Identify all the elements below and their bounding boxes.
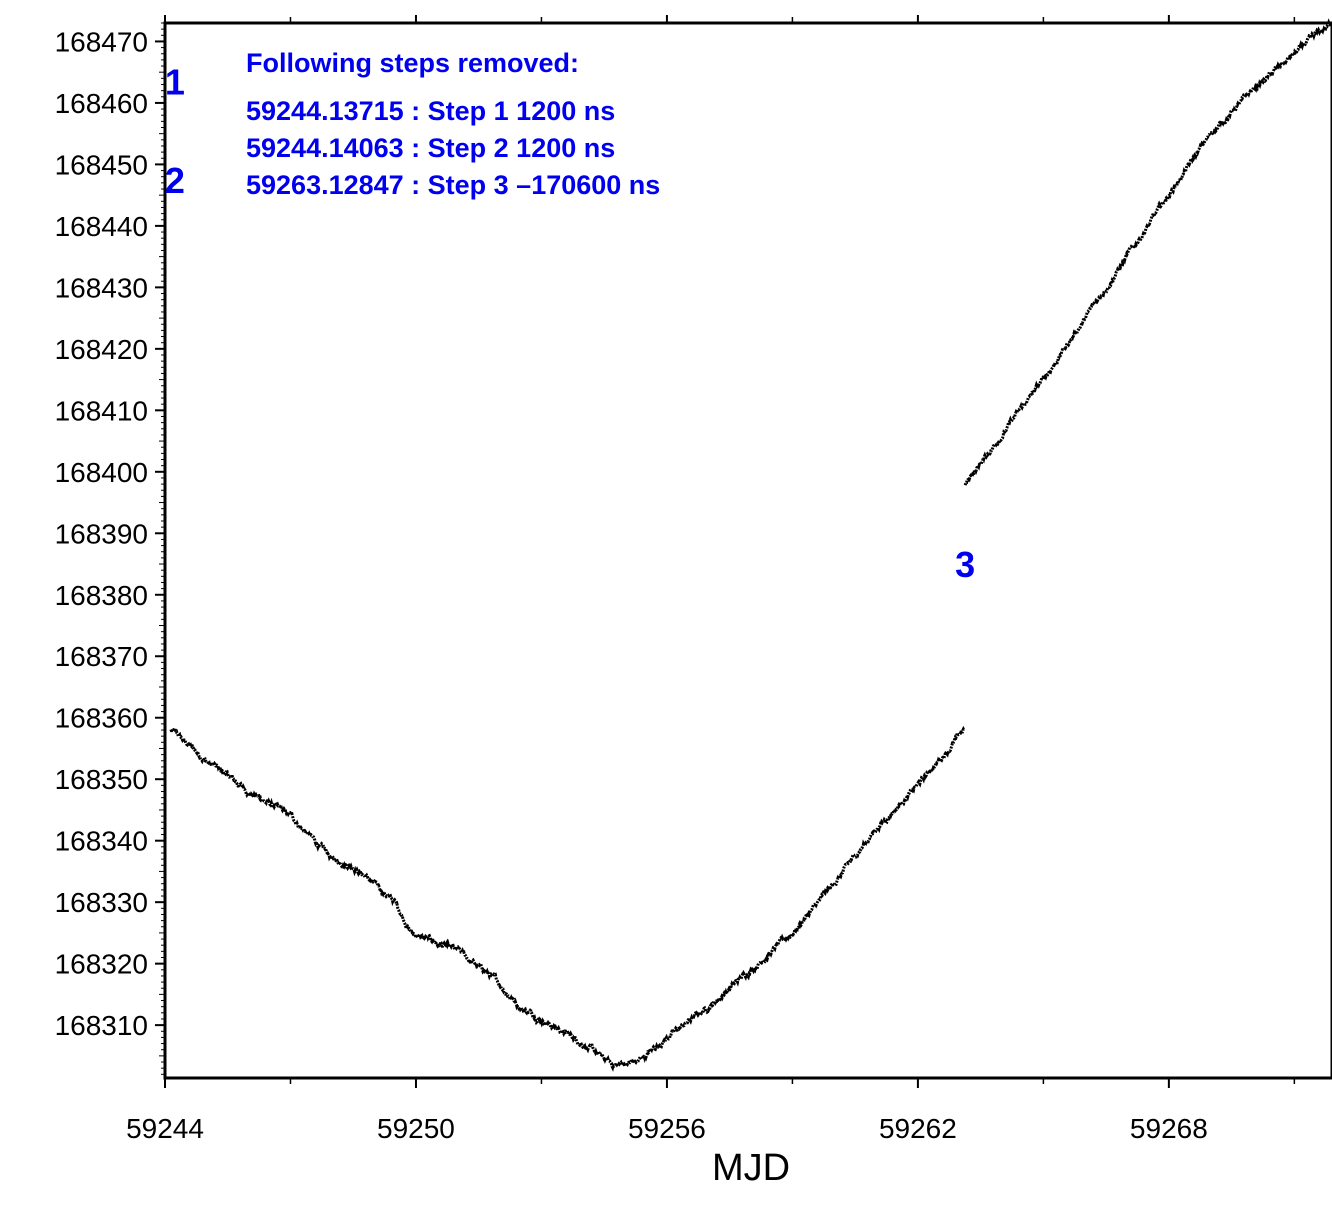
step-marker-1: 1: [165, 61, 185, 102]
x-axis: 59244 59250 59256 59262 59268: [126, 15, 1296, 1144]
series-0-segment-0: [169, 725, 966, 1072]
x-tick-label: 59262: [879, 1113, 957, 1144]
x-tick-label: 59256: [628, 1113, 706, 1144]
y-tick-label: 168410: [55, 395, 148, 426]
series-0-segment-1: [963, 18, 1332, 486]
y-tick-label: 168470: [55, 26, 148, 57]
y-tick-label: 168330: [55, 887, 148, 918]
annotation-header: Following steps removed:: [246, 48, 579, 78]
annotation-line-1: 59244.13715 : Step 1 1200 ns: [246, 96, 615, 126]
y-tick-label: 168340: [55, 826, 148, 857]
annotation-layer: Following steps removed: 59244.13715 : S…: [165, 48, 975, 585]
y-tick-label: 168360: [55, 703, 148, 734]
y-tick-label: 168350: [55, 764, 148, 795]
annotation-line-3: 59263.12847 : Step 3 –170600 ns: [246, 170, 660, 200]
series-0: [169, 18, 1332, 1072]
y-tick-label: 168460: [55, 88, 148, 119]
y-tick-label: 168420: [55, 334, 148, 365]
y-tick-label: 168370: [55, 641, 148, 672]
x-tick-label: 59244: [126, 1113, 204, 1144]
step-marker-3: 3: [955, 544, 975, 585]
y-tick-label: 168310: [55, 1010, 148, 1041]
plot-frame: [163, 21, 1332, 1080]
y-tick-label: 168390: [55, 518, 148, 549]
y-tick-label: 168400: [55, 457, 148, 488]
annotation-line-2: 59244.14063 : Step 2 1200 ns: [246, 133, 615, 163]
y-tick-label: 168380: [55, 580, 148, 611]
x-axis-title: MJD: [712, 1147, 790, 1189]
x-tick-label: 59250: [377, 1113, 455, 1144]
x-tick-label: 59268: [1130, 1113, 1208, 1144]
y-tick-label: 168430: [55, 272, 148, 303]
step-marker-2: 2: [165, 160, 185, 201]
y-tick-label: 168450: [55, 149, 148, 180]
data-layer: [169, 18, 1332, 1072]
y-tick-label: 168320: [55, 949, 148, 980]
y-tick-label: 168440: [55, 211, 148, 242]
y-axis: 168310 168320 168330 168340 168350 168360 1683…: [55, 22, 165, 1075]
